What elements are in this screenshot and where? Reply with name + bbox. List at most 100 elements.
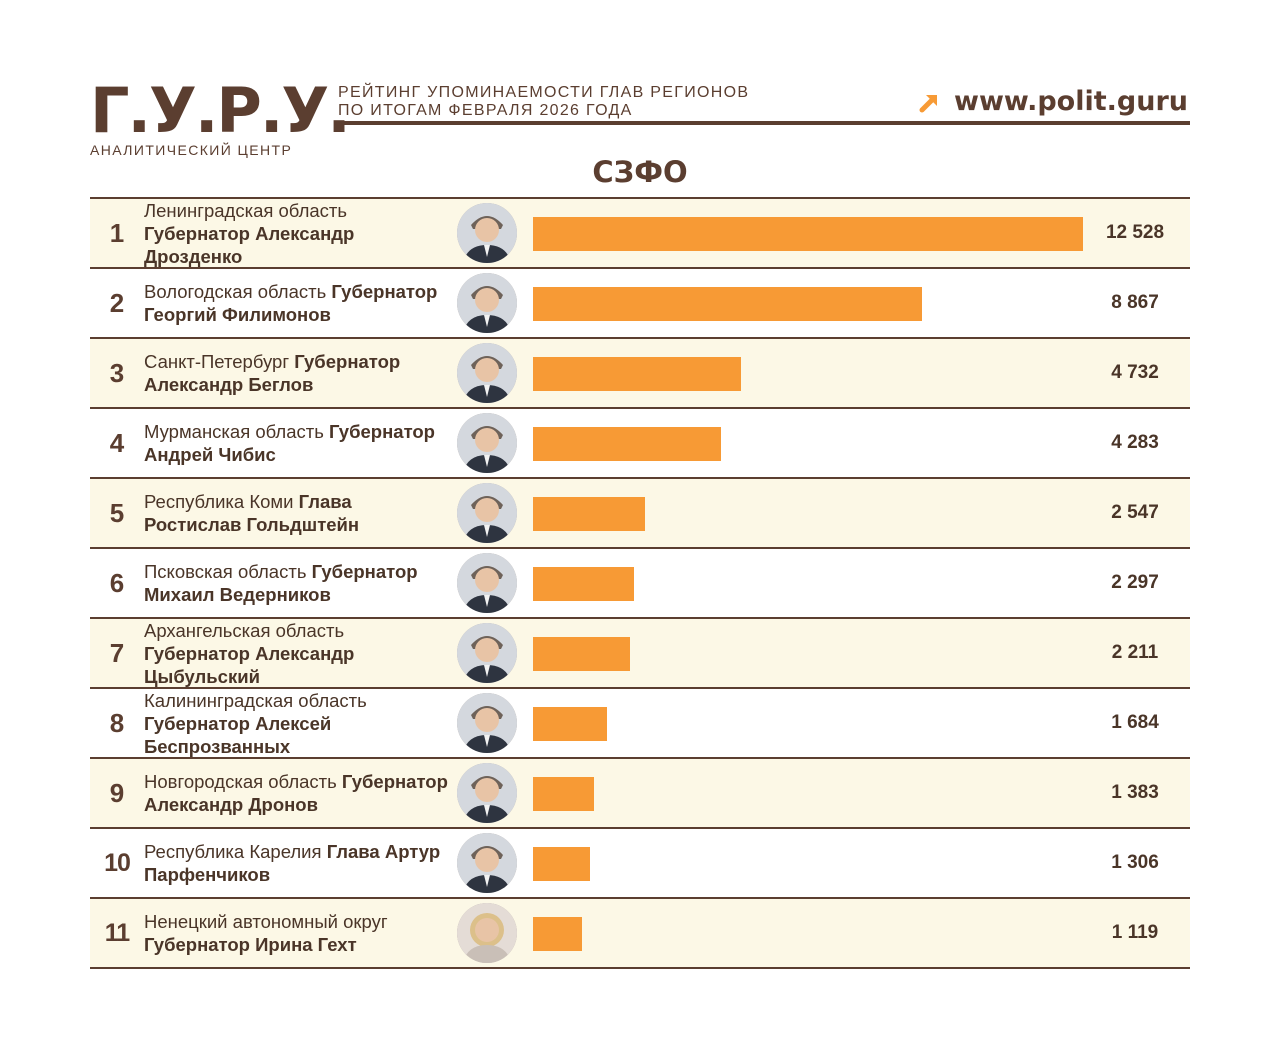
person-name: Александр Цыбульский bbox=[144, 642, 355, 687]
rank-number: 2 bbox=[109, 288, 125, 318]
avatar bbox=[457, 483, 517, 543]
position-title: Губернатор bbox=[294, 351, 401, 372]
rank-number: 3 bbox=[109, 358, 125, 388]
person-name: Михаил Ведерников bbox=[144, 584, 331, 605]
value-bar bbox=[533, 217, 1083, 251]
region-name: Архангельская область bbox=[144, 619, 345, 641]
person-icon bbox=[457, 763, 517, 823]
value-label: 4 732 bbox=[1111, 362, 1159, 383]
value-label: 2 297 bbox=[1111, 572, 1159, 593]
value-label: 12 528 bbox=[1105, 222, 1165, 243]
row-label: Санкт-Петербург Губернатор Александр Бег… bbox=[144, 339, 454, 407]
heading-line-1: РЕЙТИНГ УПОМИНАЕМОСТИ ГЛАВ РЕГИОНОВ bbox=[338, 84, 750, 101]
row-label: Ленинградская область Губернатор Алексан… bbox=[144, 199, 454, 267]
avatar bbox=[457, 763, 517, 823]
row-label: Республика Коми Глава Ростислав Гольдште… bbox=[144, 479, 454, 547]
label-text: Ленинградская область Губернатор Алексан… bbox=[144, 199, 454, 268]
value-bar bbox=[533, 427, 721, 461]
rank-number: 10 bbox=[104, 849, 131, 877]
avatar bbox=[457, 343, 517, 403]
label-text: Калининградская область Губернатор Алекс… bbox=[144, 689, 454, 758]
region-name: Санкт-Петербург bbox=[144, 351, 290, 372]
table-row: 8 Калининградская область Губернатор Алек… bbox=[90, 689, 1190, 759]
value-label: 1 684 bbox=[1111, 712, 1159, 733]
person-name: Георгий Филимонов bbox=[144, 304, 331, 325]
avatar bbox=[457, 693, 517, 753]
person-name: Александр Дронов bbox=[144, 794, 318, 815]
value-label: 1 306 bbox=[1111, 852, 1159, 873]
region-name: Псковская область bbox=[144, 561, 307, 582]
ranking-chart: 1 Ленинградская область Губернатор Алекса… bbox=[90, 197, 1190, 969]
label-text: Санкт-Петербург Губернатор Александр Бег… bbox=[144, 350, 454, 396]
value-bar bbox=[533, 847, 590, 881]
person-icon bbox=[457, 833, 517, 893]
label-text: Ненецкий автономный округ Губернатор Ири… bbox=[144, 910, 454, 956]
person-name: Артур Парфенчиков bbox=[144, 841, 441, 885]
label-text: Вологодская область Губернатор Георгий Ф… bbox=[144, 280, 454, 326]
header-divider bbox=[338, 121, 1190, 125]
person-icon bbox=[457, 483, 517, 543]
person-icon bbox=[457, 903, 517, 963]
position-title: Глава bbox=[326, 841, 380, 862]
table-row: 10 Республика Карелия Глава Артур Парфенч… bbox=[90, 829, 1190, 899]
label-text: Псковская область Губернатор Михаил Веде… bbox=[144, 560, 454, 606]
person-name: Александр Беглов bbox=[144, 374, 314, 395]
rank-number: 1 bbox=[109, 218, 125, 248]
person-icon bbox=[457, 343, 517, 403]
position-title: Губернатор bbox=[329, 421, 435, 442]
rank-number: 5 bbox=[109, 498, 125, 528]
chart-top-divider bbox=[90, 197, 1190, 199]
guru-logo: Г.У.Р.У. АНАЛИТИЧЕСКИЙ ЦЕНТР bbox=[90, 74, 351, 159]
logo-subtitle: АНАЛИТИЧЕСКИЙ ЦЕНТР bbox=[90, 142, 293, 158]
rank-number: 7 bbox=[109, 638, 125, 668]
rank-number: 8 bbox=[109, 708, 125, 738]
rank-number: 11 bbox=[104, 919, 130, 947]
value-label: 2 211 bbox=[1111, 642, 1159, 663]
row-label: Мурманская область Губернатор Андрей Чиб… bbox=[144, 409, 454, 477]
person-icon bbox=[457, 553, 517, 613]
region-name: Республика Коми bbox=[144, 491, 294, 512]
region-name: Вологодская область bbox=[144, 281, 327, 302]
value-bar bbox=[533, 287, 922, 321]
ranking-rows: 1 Ленинградская область Губернатор Алекса… bbox=[90, 199, 1190, 969]
value-label: 1 383 bbox=[1111, 782, 1159, 803]
value-label: 2 547 bbox=[1111, 502, 1159, 523]
row-label: Новгородская область Губернатор Александ… bbox=[144, 759, 454, 827]
logo-mark: Г.У.Р.У. bbox=[90, 74, 351, 147]
site-link[interactable]: www.polit.guru bbox=[918, 86, 1188, 117]
row-label: Ненецкий автономный округ Губернатор Ири… bbox=[144, 899, 454, 967]
avatar bbox=[457, 203, 517, 263]
value-bar bbox=[533, 777, 594, 811]
value-bar bbox=[533, 707, 607, 741]
region-name: Новгородская область bbox=[144, 771, 337, 792]
person-name: Александр Дрозденко bbox=[144, 222, 355, 267]
position-title: Губернатор bbox=[144, 934, 250, 955]
value-bar bbox=[533, 357, 741, 391]
position-title: Губернатор bbox=[331, 281, 438, 302]
table-row: 2 Вологодская область Губернатор Георгий … bbox=[90, 269, 1190, 339]
region-name: Калининградская область bbox=[144, 689, 367, 711]
row-label: Республика Карелия Глава Артур Парфенчик… bbox=[144, 829, 454, 897]
person-icon bbox=[457, 203, 517, 263]
heading-line-2: ПО ИТОГАМ ФЕВРАЛЯ 2026 ГОДА bbox=[338, 102, 633, 119]
region-name: Ленинградская область bbox=[144, 199, 348, 221]
position-title: Губернатор bbox=[144, 712, 250, 734]
position-title: Губернатор bbox=[341, 771, 448, 792]
person-icon bbox=[457, 273, 517, 333]
position-title: Губернатор bbox=[144, 642, 250, 664]
table-row: 1 Ленинградская область Губернатор Алекса… bbox=[90, 199, 1190, 269]
table-row: 7 Архангельская область Губернатор Алекса… bbox=[90, 619, 1190, 689]
label-text: Республика Коми Глава Ростислав Гольдште… bbox=[144, 490, 454, 536]
label-text: Мурманская область Губернатор Андрей Чиб… bbox=[144, 420, 454, 466]
site-url[interactable]: www.polit.guru bbox=[954, 86, 1188, 117]
avatar bbox=[457, 413, 517, 473]
value-label: 1 119 bbox=[1111, 922, 1159, 943]
avatar bbox=[457, 553, 517, 613]
value-bar bbox=[533, 637, 630, 671]
row-label: Архангельская область Губернатор Алексан… bbox=[144, 619, 454, 687]
rank-number: 6 bbox=[109, 568, 125, 598]
person-name: Ростислав Гольдштейн bbox=[144, 514, 360, 535]
row-label: Калининградская область Губернатор Алекс… bbox=[144, 689, 454, 757]
person-icon bbox=[457, 623, 517, 683]
value-label: 8 867 bbox=[1111, 292, 1159, 313]
